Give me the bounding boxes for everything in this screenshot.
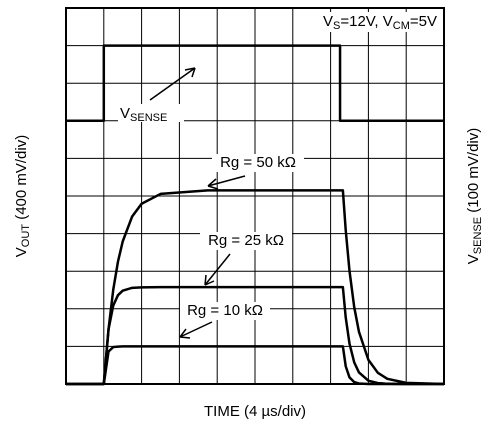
text-part: V <box>120 105 130 122</box>
grid <box>65 7 445 385</box>
text-part: =5V <box>410 13 437 30</box>
text-part: (100 mV/div) <box>465 128 482 217</box>
label-bg <box>200 232 292 250</box>
arrow <box>149 67 196 101</box>
text-part: V <box>13 247 30 257</box>
text-part: V <box>465 254 482 264</box>
label-bg <box>296 12 440 32</box>
subscript: SENSE <box>472 217 484 254</box>
subscript: SENSE <box>130 112 167 124</box>
traces <box>66 44 445 386</box>
trace <box>66 285 444 386</box>
subscript: OUT <box>20 224 32 248</box>
trace <box>66 189 445 386</box>
arrow <box>207 175 246 190</box>
arrow <box>179 321 213 339</box>
text-part: =12V, V <box>340 13 392 30</box>
vsense-label: VSENSE <box>120 105 167 124</box>
series-label: Rg = 25 kΩ <box>208 232 284 249</box>
trace <box>66 44 444 123</box>
conditions: VS=12V, VCM=5V <box>323 13 437 32</box>
x-axis-label: TIME (4 µs/div) <box>204 403 306 420</box>
text-part: V <box>323 13 333 30</box>
y2-axis-label: VSENSE (100 mV/div) <box>465 128 484 265</box>
plot-frame <box>65 7 445 385</box>
y-axis-label: VOUT (400 mV/div) <box>13 135 32 257</box>
series-label: Rg = 10 kΩ <box>187 302 263 319</box>
text-part: (400 mV/div) <box>13 135 30 224</box>
subscript: S <box>333 20 340 32</box>
label-bg <box>180 302 270 320</box>
subscript: CM <box>393 20 410 32</box>
label-bg <box>212 154 304 172</box>
arrow <box>204 253 231 286</box>
label-bg <box>118 104 184 122</box>
annotations <box>118 12 440 339</box>
series-label: Rg = 50 kΩ <box>220 154 296 171</box>
